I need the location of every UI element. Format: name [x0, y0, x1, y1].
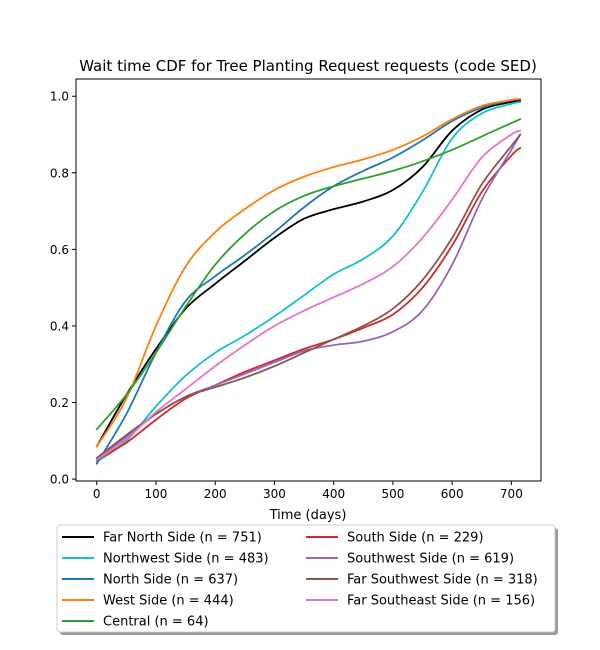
- y-tick-label: 0.8: [50, 166, 69, 180]
- y-tick-label: 0.2: [50, 396, 69, 410]
- chart-title: Wait time CDF for Tree Planting Request …: [79, 57, 537, 75]
- series-line-4: [95, 118, 522, 431]
- legend-label: South Side (n = 229): [347, 531, 484, 546]
- x-tick-label: 500: [381, 487, 404, 501]
- legend-label: Southwest Side (n = 619): [347, 552, 514, 567]
- y-tick-label: 0.0: [50, 473, 69, 487]
- legend-label: Far Southwest Side (n = 318): [347, 573, 538, 588]
- legend-label: Central (n = 64): [103, 615, 209, 630]
- plot-frame: [75, 78, 542, 482]
- legend-label: Far Southeast Side (n = 156): [347, 594, 535, 609]
- x-tick-label: 300: [263, 487, 286, 501]
- legend-label: West Side (n = 444): [103, 594, 234, 609]
- series-line-1: [95, 101, 522, 463]
- x-tick-label: 100: [145, 487, 168, 501]
- y-tick-label: 1.0: [50, 90, 69, 104]
- series-line-2: [95, 98, 522, 465]
- series-line-8: [95, 129, 522, 461]
- y-tick-label: 0.4: [50, 319, 69, 333]
- x-tick-label: 200: [204, 487, 227, 501]
- legend-label: North Side (n = 637): [103, 573, 238, 588]
- series-line-0: [95, 99, 522, 448]
- legend: Far North Side (n = 751) Northwest Side (…: [56, 524, 558, 635]
- plot-area: [75, 78, 542, 482]
- x-axis-ticks: 0 100 200 300 400 500 600 700: [93, 481, 523, 501]
- x-tick-label: 600: [441, 487, 464, 501]
- x-tick-label: 0: [93, 487, 101, 501]
- x-axis-label: Time (days): [269, 508, 347, 523]
- y-tick-label: 0.6: [50, 243, 69, 257]
- series-line-5: [95, 147, 522, 461]
- series-line-7: [95, 133, 522, 459]
- series-line-3: [95, 98, 522, 448]
- legend-label: Northwest Side (n = 483): [103, 552, 269, 567]
- x-tick-label: 700: [500, 487, 523, 501]
- legend-label: Far North Side (n = 751): [103, 531, 262, 546]
- y-axis-ticks: 0.0 0.2 0.4 0.6 0.8 1.0: [50, 90, 76, 487]
- x-tick-label: 400: [322, 487, 345, 501]
